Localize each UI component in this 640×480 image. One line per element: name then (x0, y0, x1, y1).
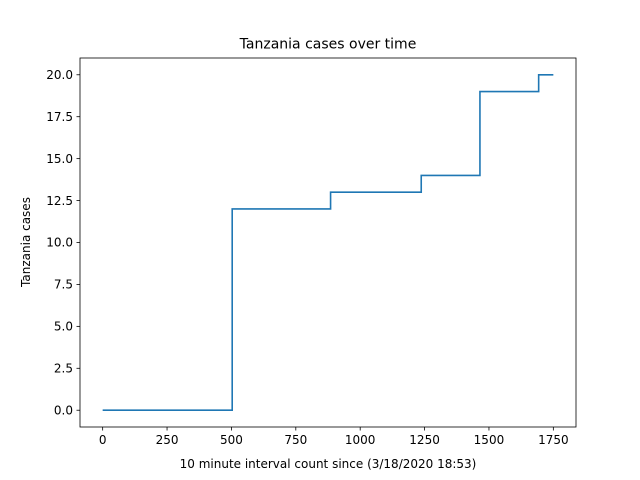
y-tick-label: 10.0 (46, 236, 73, 250)
y-tick-label: 15.0 (46, 152, 73, 166)
x-tick-label: 750 (284, 433, 307, 447)
x-axis-ticks: 0 250 500 750 1000 1250 1500 1750 (99, 427, 569, 447)
axes-background (80, 58, 576, 427)
x-axis-label: 10 minute interval count since (3/18/202… (180, 457, 477, 471)
y-tick-label: 5.0 (54, 320, 73, 334)
x-tick-label: 1750 (538, 433, 569, 447)
plot-area (79, 57, 577, 428)
y-tick-label: 2.5 (54, 361, 73, 375)
x-tick-label: 1500 (474, 433, 505, 447)
y-axis-label: Tanzania cases (19, 197, 33, 288)
chart-title: Tanzania cases over time (239, 37, 417, 53)
y-axis-ticks: 0.0 2.5 5.0 7.5 10.0 12.5 15.0 17.5 20.0 (46, 68, 80, 417)
y-tick-label: 0.0 (54, 403, 73, 417)
x-tick-label: 500 (220, 433, 243, 447)
y-tick-label: 20.0 (46, 68, 73, 82)
y-tick-label: 17.5 (46, 110, 73, 124)
y-tick-label: 12.5 (46, 194, 73, 208)
x-tick-label: 250 (156, 433, 179, 447)
y-tick-label: 7.5 (54, 278, 73, 292)
x-tick-label: 1000 (345, 433, 376, 447)
x-tick-label: 0 (99, 433, 107, 447)
x-tick-label: 1250 (409, 433, 440, 447)
series-line-0 (102, 73, 554, 412)
